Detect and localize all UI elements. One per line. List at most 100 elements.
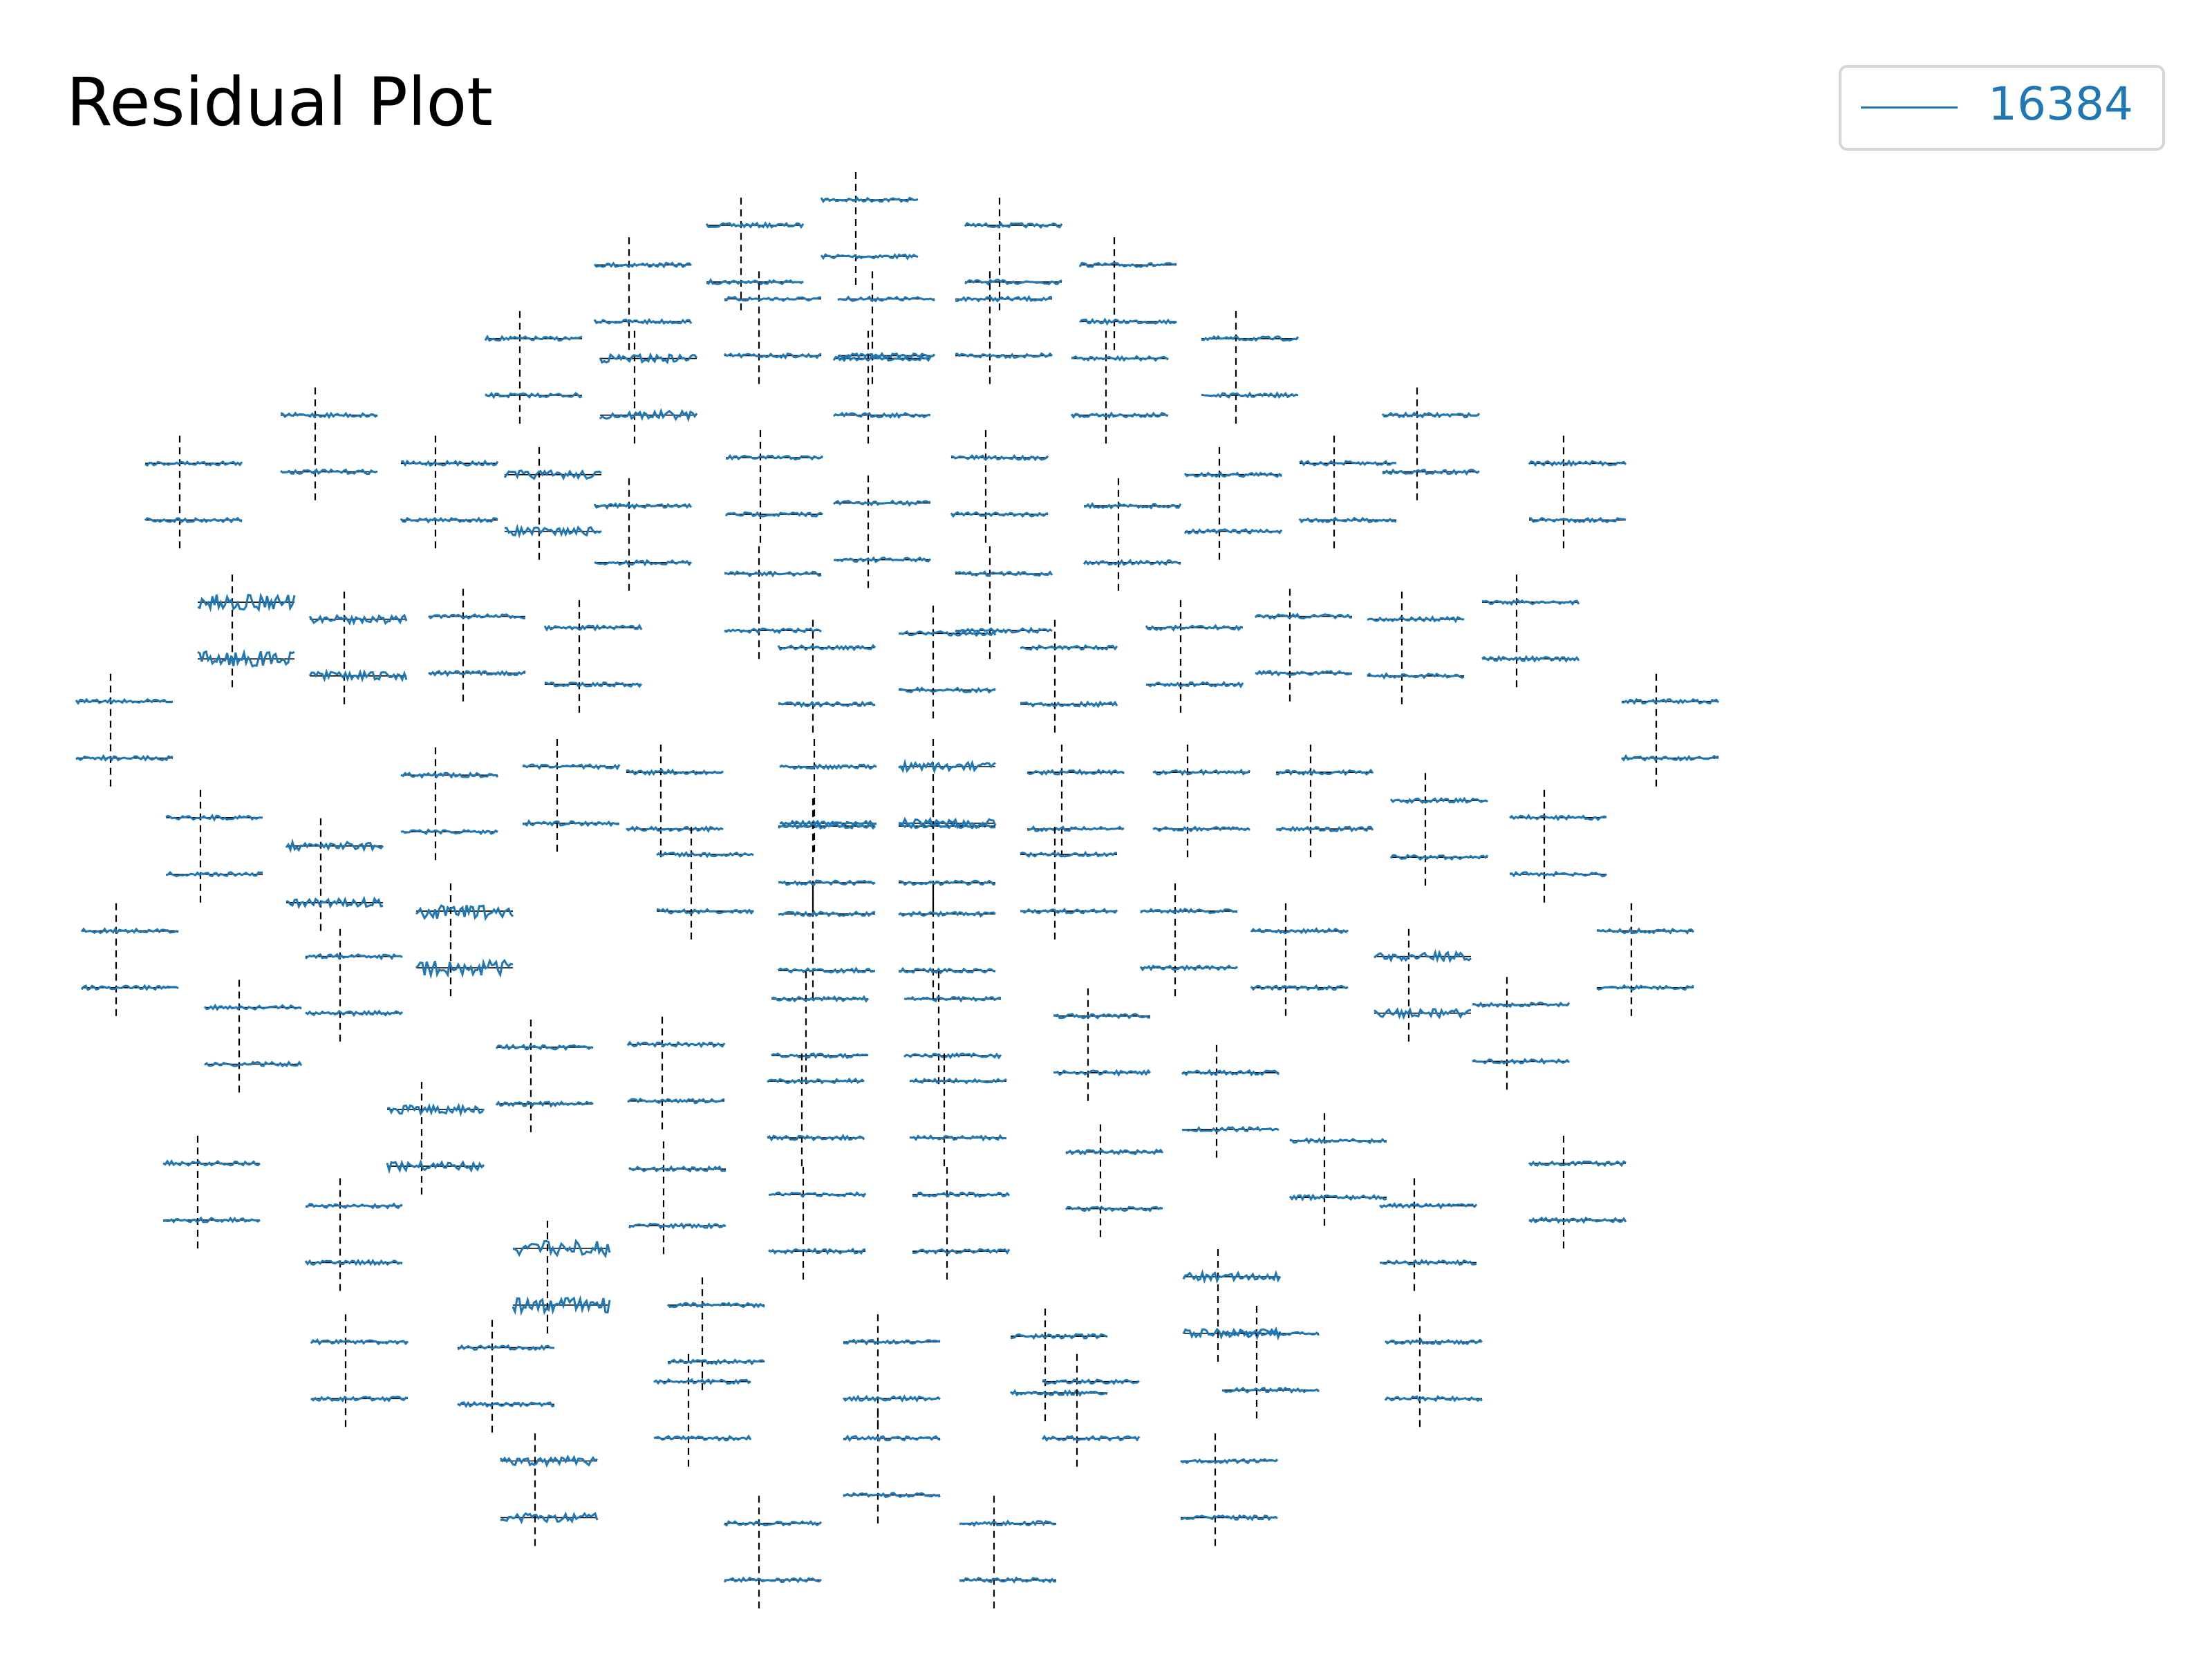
residual-trace (305, 1009, 404, 1018)
channel-panel (197, 574, 296, 688)
residual-trace (499, 1454, 598, 1468)
residual-trace (1528, 1160, 1627, 1168)
residual-trace (165, 870, 263, 878)
residual-trace (162, 1216, 261, 1224)
channel-panel (767, 1053, 865, 1168)
channel-panel (144, 435, 243, 550)
channel-panel (778, 798, 877, 912)
residual-trace (628, 1165, 727, 1173)
residual-trace (1299, 460, 1397, 467)
residual-trace (197, 592, 296, 612)
residual-trace (1621, 697, 1720, 705)
residual-trace (837, 295, 935, 303)
channel-panel (842, 1314, 941, 1428)
residual-trace (1367, 615, 1465, 624)
residual-trace (898, 686, 996, 694)
channel-panel (1065, 1124, 1164, 1238)
residual-trace (959, 1576, 1057, 1584)
residual-trace (833, 556, 932, 563)
channel-panel (1620, 673, 1720, 787)
residual-trace (1020, 907, 1118, 915)
residual-trace (1367, 672, 1465, 680)
residual-trace (1509, 870, 1608, 878)
residual-trace (310, 1395, 409, 1403)
channel-panel (165, 789, 263, 903)
residual-trace (1183, 527, 1283, 535)
residual-trace (400, 459, 499, 467)
residual-trace (1181, 1125, 1280, 1133)
channel-panel (666, 1277, 765, 1391)
residual-trace (1384, 1394, 1483, 1403)
channel-panel (1020, 827, 1118, 941)
residual-trace (724, 570, 822, 578)
residual-trace (308, 668, 408, 683)
residual-trace (75, 697, 174, 706)
residual-trace (724, 1519, 822, 1527)
residual-trace (428, 669, 526, 677)
residual-trace (767, 1077, 865, 1085)
residual-trace (1078, 261, 1177, 268)
channel-panel (653, 1353, 752, 1468)
residual-trace (909, 1134, 1007, 1142)
channel-panel (724, 430, 824, 544)
residual-trace (203, 1003, 302, 1011)
channel-panel (723, 1495, 823, 1609)
channel-panel (1183, 447, 1283, 561)
channel-panel (779, 739, 877, 852)
residual-trace (778, 823, 877, 830)
residual-trace (1065, 1148, 1164, 1156)
residual-trace (280, 467, 378, 476)
residual-trace (593, 502, 693, 510)
channel-panel (955, 271, 1053, 385)
channel-panel (75, 673, 174, 787)
residual-trace (144, 460, 243, 467)
channel-panel (950, 430, 1049, 544)
residual-trace (656, 850, 754, 859)
residual-trace (1182, 1268, 1282, 1284)
channel-panel (1201, 310, 1300, 424)
channel-panel (898, 886, 996, 1000)
residual-trace (909, 1077, 1007, 1085)
channel-panel (768, 1167, 867, 1281)
residual-trace (1384, 1338, 1483, 1346)
residual-trace (1020, 700, 1118, 709)
channel-panel (820, 172, 919, 285)
residual-trace (415, 958, 514, 980)
channel-panel (1481, 574, 1580, 688)
channel-panel (656, 827, 755, 941)
channel-panel (898, 798, 996, 912)
residual-trace (964, 221, 1063, 229)
residual-trace (500, 1511, 599, 1525)
residual-trace (898, 823, 996, 830)
residual-trace (1201, 391, 1299, 400)
residual-trace (457, 1400, 555, 1409)
residual-trace (1389, 854, 1489, 861)
residual-trace (964, 279, 1062, 286)
channel-panel (771, 971, 870, 1085)
residual-trace (1298, 516, 1397, 524)
residual-trace (1373, 948, 1472, 964)
residual-trace (1041, 1434, 1141, 1442)
residual-trace (1509, 814, 1607, 821)
residual-trace (427, 612, 525, 620)
residual-trace (950, 511, 1049, 518)
channel-panel (909, 1053, 1007, 1168)
residual-trace (505, 523, 602, 539)
residual-trace (1275, 768, 1374, 777)
channel-panel (1381, 387, 1481, 501)
channel-panel (778, 886, 876, 1000)
channel-panel (285, 818, 384, 932)
residual-trace (899, 629, 997, 637)
residual-trace (912, 1248, 1011, 1255)
channel-panel (705, 197, 805, 311)
channel-panel (1041, 1353, 1141, 1468)
residual-trace (724, 353, 822, 360)
channel-panel (457, 1320, 555, 1434)
residual-trace (1374, 1006, 1472, 1020)
residual-trace (305, 953, 403, 961)
residual-trace (1254, 612, 1353, 620)
channel-panel (1472, 977, 1571, 1091)
channel-panel (1250, 903, 1349, 1017)
residual-trace (653, 1378, 751, 1385)
